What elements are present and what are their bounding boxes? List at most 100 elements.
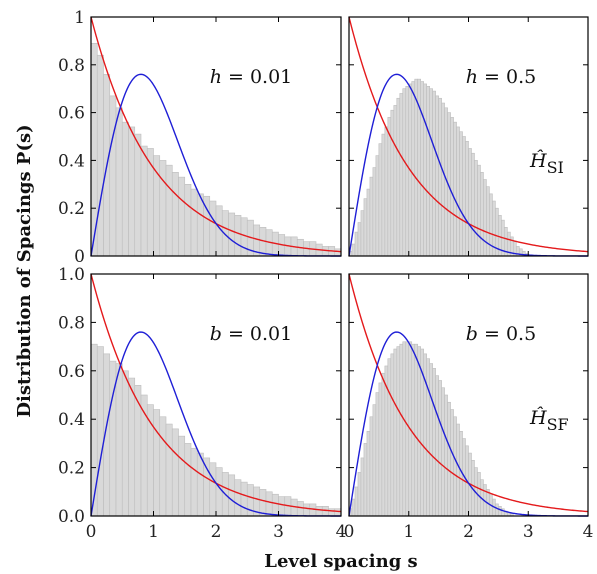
histogram-bar (396, 97, 401, 257)
y-tick-label: 1 (74, 8, 85, 28)
histogram-bar (153, 409, 161, 517)
histogram-bar (196, 193, 204, 257)
histogram-bar (228, 212, 236, 257)
histogram-bar (453, 121, 457, 257)
histogram-bar (453, 416, 457, 517)
histogram-bar (215, 467, 223, 517)
histogram-bar (456, 126, 460, 257)
histogram-bar (184, 184, 192, 257)
x-tick-label: 2 (463, 522, 474, 542)
histogram-bar (405, 341, 410, 517)
histogram-bar (495, 503, 499, 517)
histogram-bar (165, 423, 173, 517)
histogram-bar (393, 105, 398, 257)
histogram-bar (483, 179, 487, 257)
histogram-bar (234, 215, 242, 257)
y-tick-label: 0.4 (58, 151, 85, 171)
histogram-bar (381, 372, 386, 517)
hamiltonian-symbol: Ĥ (529, 406, 547, 429)
histogram-bar (334, 248, 342, 257)
histogram-bar (447, 401, 451, 517)
x-tick-label: 2 (211, 522, 222, 542)
histogram-bar (438, 380, 442, 517)
histogram-bar (363, 443, 368, 517)
parameter-value: = 0.01 (222, 66, 292, 88)
histogram-bar (441, 102, 445, 257)
histogram-bar (351, 243, 356, 257)
histogram-bar (121, 370, 129, 517)
histogram-bar (363, 198, 368, 257)
histogram-bar (140, 145, 148, 257)
histogram-bar (128, 377, 136, 517)
histogram-bar (115, 107, 123, 257)
x-tick-label: 3 (523, 522, 534, 542)
histogram-bar (429, 88, 433, 257)
parameter-annotation: h = 0.01 (210, 66, 293, 88)
histogram-bar (121, 121, 129, 257)
histogram-bar (465, 140, 469, 257)
histogram-bar (171, 428, 179, 517)
y-tick-label: 0 (74, 247, 85, 267)
histogram-bar (315, 506, 323, 517)
histogram-bar (429, 363, 433, 517)
y-tick-label: 0.2 (58, 459, 85, 479)
histogram-bar (471, 152, 475, 257)
panels-group: 00.20.40.60.81h = 0.01 h = 0.5ĤSI0.00.20.… (58, 8, 593, 542)
histogram-bar (432, 90, 436, 257)
histogram-bar (96, 54, 104, 257)
histogram-bar (265, 491, 273, 517)
histogram-bar (462, 136, 466, 257)
histogram-bar (390, 109, 395, 257)
hamiltonian-label: ĤSI (529, 149, 564, 177)
x-tick-label: 1 (403, 522, 414, 542)
histogram-bar (411, 343, 416, 517)
parameter-symbol: b (210, 323, 222, 345)
histogram-bar (171, 172, 179, 257)
x-tick-label: 4 (336, 522, 347, 542)
histogram-bar (387, 117, 392, 257)
parameter-annotation: h = 0.5 (466, 66, 536, 88)
x-tick-label: 0 (344, 522, 355, 542)
histogram-bar (334, 508, 342, 517)
histogram-bar (393, 348, 398, 517)
y-tick-label: 0.6 (58, 104, 85, 124)
x-tick-label: 4 (583, 522, 594, 542)
parameter-symbol: h (466, 66, 478, 88)
histogram-bar (360, 210, 365, 257)
histogram-bar (178, 435, 186, 517)
hamiltonian-label: ĤSF (529, 406, 569, 434)
histogram-bar (390, 353, 395, 517)
y-tick-label: 0.2 (58, 199, 85, 219)
histogram-bar (259, 489, 267, 517)
x-tick-label: 3 (273, 522, 284, 542)
parameter-symbol: h (210, 66, 222, 88)
histogram-bar (209, 200, 217, 257)
histogram-bar (450, 117, 454, 257)
y-tick-label: 0.4 (58, 410, 85, 430)
histogram-bar (109, 95, 117, 257)
histogram-bar (240, 481, 248, 517)
histogram-bar (450, 409, 454, 517)
histogram-bar (381, 133, 386, 257)
histogram-bar (378, 143, 383, 257)
histogram-bar (378, 382, 383, 517)
histogram-bar (159, 160, 167, 257)
histogram-bar (444, 394, 448, 517)
histogram-bar (165, 164, 173, 257)
histogram-bar (375, 155, 380, 257)
histogram-bar (115, 363, 123, 517)
histogram-bar (354, 231, 359, 257)
x-tick-label: 1 (148, 522, 159, 542)
histogram-bar (354, 486, 359, 517)
histogram-bar (456, 423, 460, 517)
x-axis-label: Level spacing s (264, 551, 417, 572)
histogram-bar (486, 186, 490, 257)
histogram-bar (296, 501, 304, 517)
histogram-bar (405, 86, 410, 257)
histogram-bar (480, 172, 484, 257)
histogram-bar (477, 164, 481, 257)
hamiltonian-subscript: SF (547, 415, 569, 434)
histogram-bar (396, 346, 401, 517)
histogram-bar (426, 358, 430, 517)
